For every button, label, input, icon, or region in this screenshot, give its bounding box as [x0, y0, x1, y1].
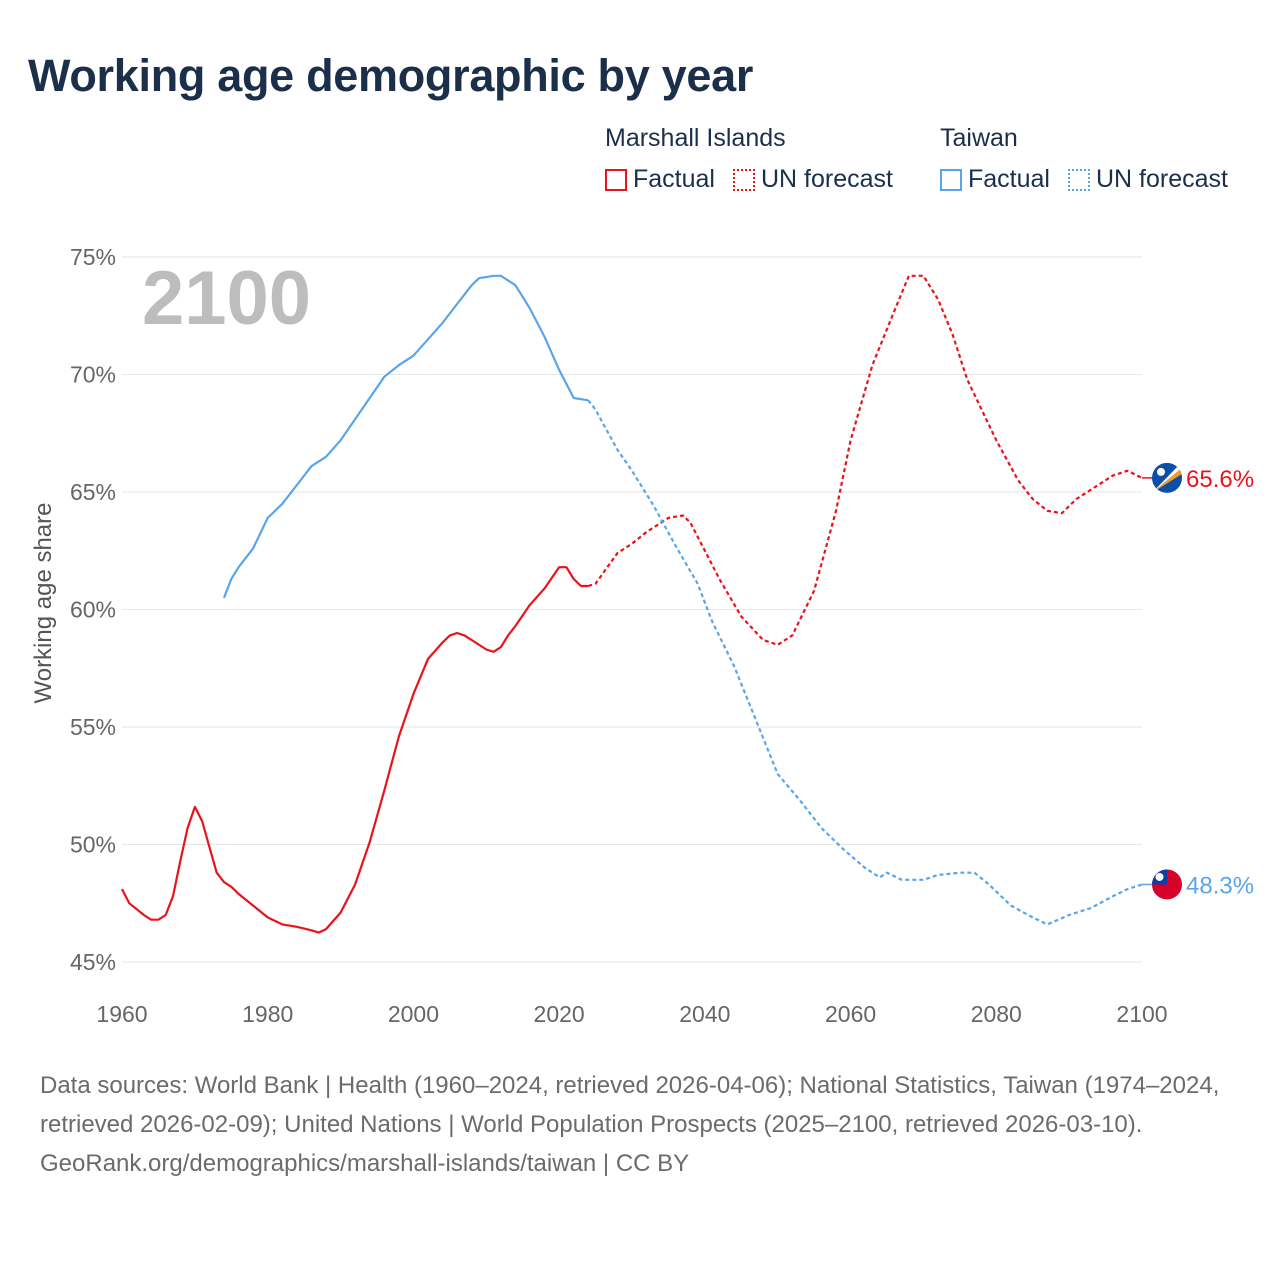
legend-swatch-dotted [732, 168, 755, 191]
legend-label: UN forecast [1095, 165, 1228, 193]
legend-label: UN forecast [760, 165, 893, 193]
flag-sun [1155, 872, 1164, 881]
flag-stripe-white [1152, 462, 1182, 493]
y-tick-label: 60% [70, 597, 116, 623]
taiwan-factual-line [222, 274, 589, 599]
y-tick-label: 55% [70, 714, 116, 740]
end-value-label: 65.6% [1186, 466, 1254, 493]
taiwan-forecast-line [587, 399, 1143, 926]
y-axis-label: Working age share [30, 503, 57, 704]
legend-label: Factual [968, 165, 1050, 193]
x-tick-label: 2080 [971, 1001, 1022, 1027]
legend-swatch-dotted [1067, 168, 1090, 191]
footer: Data sources: World Bank | Health (1960–… [40, 1066, 1250, 1183]
marshall-islands-flag-icon [1152, 462, 1182, 493]
flag-body [1152, 462, 1182, 493]
x-tick-label: 2060 [825, 1001, 876, 1027]
marshall-islands-forecast-line [587, 274, 1143, 647]
legend-item-forecast[interactable]: UN forecast [732, 165, 893, 194]
y-tick-label: 75% [70, 244, 116, 270]
end-value-label: 48.3% [1186, 872, 1254, 899]
taiwan-flag-icon [1152, 869, 1182, 900]
x-tick-label: 1980 [242, 1001, 293, 1027]
line-chart: 45% 50% 55% 60% 65% 70% 75% 1960 1980 2000 2020 204… [30, 244, 1254, 1027]
x-tick-label: 2020 [534, 1001, 585, 1027]
x-tick-label: 2000 [388, 1001, 439, 1027]
legend-taiwan: Taiwan Factual UN forecast [940, 124, 1240, 194]
y-tick-label: 65% [70, 479, 116, 505]
x-tick-label: 2100 [1116, 1001, 1167, 1027]
source-link[interactable]: GeoRank.org/demographics/marshall-island… [40, 1150, 690, 1177]
legend-marshall-islands: Marshall Islands Factual UN forecast [605, 124, 905, 194]
chart-title: Working age demographic by year [28, 50, 754, 101]
y-tick-label: 50% [70, 832, 116, 858]
x-tick-label: 2040 [679, 1001, 730, 1027]
legend-group-label: Marshall Islands [605, 124, 786, 152]
legend-label: Factual [633, 165, 715, 193]
y-tick-label: 45% [70, 949, 116, 975]
data-sources: Data sources: World Bank | Health (1960–… [40, 1072, 1220, 1138]
y-tick-label: 70% [70, 362, 116, 388]
legend-swatch-solid [605, 168, 627, 191]
legend-group-label: Taiwan [940, 124, 1018, 152]
marshall-islands-factual-line [121, 566, 589, 934]
x-tick-label: 1960 [96, 1001, 147, 1027]
legend-item-factual[interactable]: Factual [605, 165, 715, 194]
flag-body [1152, 869, 1182, 900]
legend-item-factual[interactable]: Factual [940, 165, 1050, 194]
legend-swatch-solid [940, 168, 962, 191]
legend-item-forecast[interactable]: UN forecast [1067, 165, 1228, 194]
year-watermark: 2100 [142, 256, 311, 341]
flag-star [1157, 467, 1165, 476]
